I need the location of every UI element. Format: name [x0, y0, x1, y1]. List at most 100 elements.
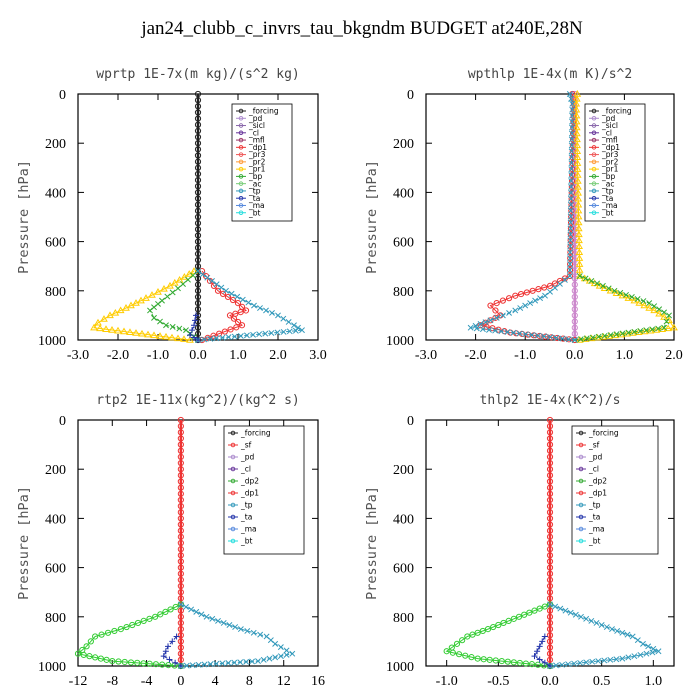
data-point — [177, 626, 184, 633]
data-point — [160, 653, 167, 660]
data-point — [546, 576, 554, 584]
data-point — [104, 629, 112, 636]
data-point — [175, 275, 184, 283]
data-point — [134, 659, 141, 666]
x-tick-label: -1.0 — [436, 674, 458, 689]
data-point — [127, 301, 135, 309]
data-point — [546, 539, 554, 547]
data-point — [295, 324, 301, 331]
legend-box — [223, 425, 305, 555]
data-point — [194, 152, 202, 159]
data-point — [569, 112, 576, 119]
series-dp1 — [74, 601, 184, 670]
legend-marker — [238, 166, 244, 172]
data-point — [209, 278, 215, 284]
data-point — [177, 515, 184, 522]
data-point — [569, 166, 576, 173]
data-point — [98, 631, 105, 638]
data-point — [482, 319, 489, 326]
legend-marker — [230, 502, 236, 508]
data-point — [577, 336, 584, 343]
data-point — [169, 289, 176, 296]
data-point — [275, 312, 281, 319]
data-point — [517, 290, 525, 298]
data-point — [546, 416, 554, 424]
data-point — [250, 629, 257, 636]
data-point — [528, 661, 536, 668]
data-point — [527, 300, 534, 307]
data-point — [194, 220, 202, 227]
legend-entry: _sicl — [601, 121, 618, 130]
data-point — [194, 263, 202, 270]
data-point — [92, 633, 99, 640]
data-point — [229, 296, 237, 304]
data-point — [576, 273, 583, 279]
data-point — [218, 284, 225, 291]
data-point — [670, 323, 678, 331]
data-point — [243, 658, 250, 665]
legend-entry: _bt — [240, 537, 253, 546]
data-point — [546, 423, 554, 430]
y-tick-label: 200 — [45, 137, 66, 152]
data-point — [546, 496, 554, 504]
data-point — [219, 660, 226, 667]
data-point — [569, 171, 576, 179]
data-point — [594, 280, 601, 287]
data-point — [536, 656, 543, 663]
data-point — [546, 589, 554, 596]
data-point — [569, 106, 576, 113]
data-point — [568, 148, 575, 155]
data-point — [170, 278, 179, 286]
data-point — [551, 280, 559, 287]
legend-entry: _cl — [601, 128, 612, 137]
data-point — [562, 607, 569, 614]
data-point — [190, 272, 196, 279]
data-point — [177, 484, 184, 491]
data-point — [546, 484, 554, 491]
x-tick-label: -2.0 — [465, 348, 487, 363]
data-point — [578, 613, 584, 620]
legend-entry: _bt — [248, 208, 261, 217]
data-point — [569, 124, 575, 131]
data-point — [272, 654, 279, 661]
y-tick-label: 800 — [45, 285, 66, 300]
data-point — [532, 297, 539, 304]
data-point — [233, 324, 240, 331]
data-point — [568, 207, 575, 214]
legend-entry: _bp — [601, 172, 616, 181]
data-point — [546, 546, 554, 553]
data-point — [299, 327, 305, 334]
data-point — [180, 273, 189, 280]
data-point — [194, 306, 202, 313]
legend-entry: _ma — [240, 525, 257, 534]
data-point — [177, 429, 184, 436]
data-point — [546, 478, 554, 485]
data-point — [547, 288, 553, 295]
data-point — [102, 325, 110, 332]
legend-entry: _sicl — [248, 121, 265, 130]
legend-entry: _tp — [601, 187, 614, 196]
legend-marker — [591, 166, 597, 172]
data-point — [607, 656, 614, 663]
y-tick-label: 0 — [59, 88, 66, 103]
data-point — [571, 281, 578, 288]
data-point — [619, 629, 626, 636]
data-point — [177, 472, 184, 479]
legend-entry: _bp — [248, 172, 263, 181]
legend-marker — [230, 514, 236, 520]
data-point — [595, 333, 602, 340]
data-point — [487, 317, 494, 324]
data-point — [546, 638, 554, 645]
data-point — [546, 613, 554, 620]
y-tick-label: 600 — [45, 236, 66, 251]
data-point — [292, 327, 299, 334]
legend-marker — [578, 514, 584, 520]
x-tick-label: 2.0 — [269, 348, 287, 363]
legend: _forcing _sf _pd _cl _dp2 _dp1 _tp _ta _ma _bt — [571, 425, 659, 555]
legend-entry: _dp1 — [248, 143, 267, 152]
legend-marker — [230, 430, 236, 436]
data-point — [504, 658, 511, 665]
data-point — [661, 309, 668, 316]
data-point — [177, 478, 184, 485]
data-point — [194, 201, 202, 208]
